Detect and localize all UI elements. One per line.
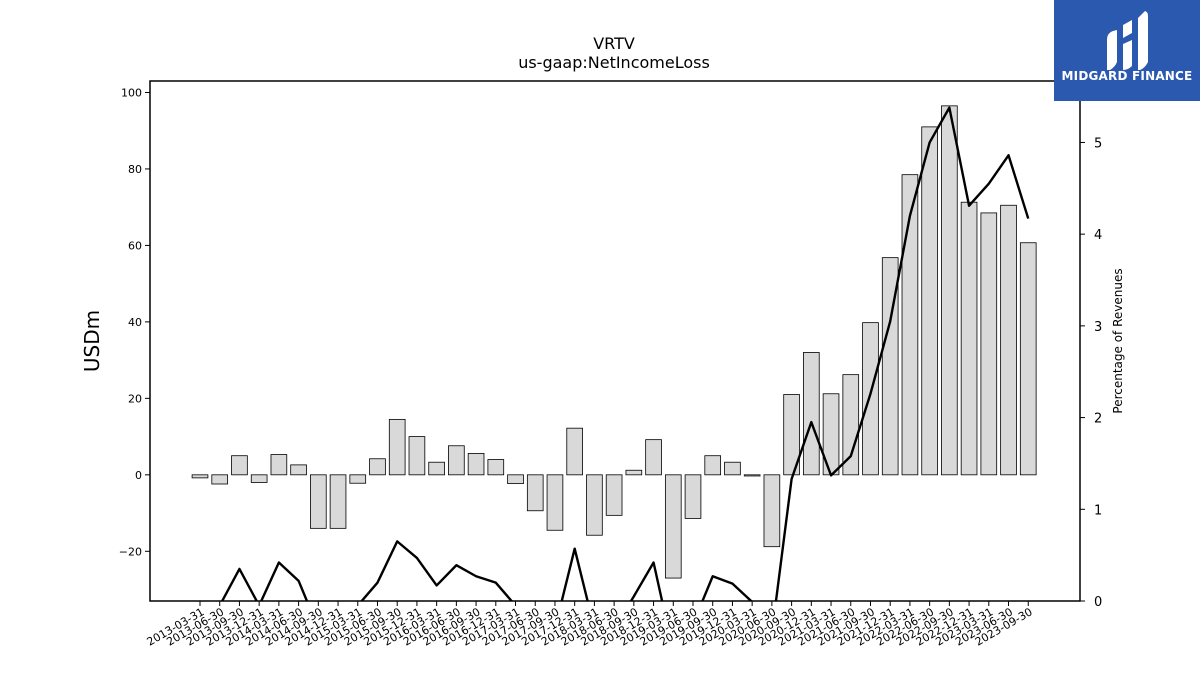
y2-tick-label: 2 [1094, 412, 1102, 427]
y-tick-label: −20 [119, 545, 142, 558]
bar [270, 454, 288, 476]
bar [625, 469, 643, 476]
bar [388, 418, 406, 476]
bar [605, 474, 623, 516]
bar [941, 105, 958, 476]
bar [428, 461, 445, 476]
bar [684, 474, 702, 519]
bar [645, 439, 662, 476]
bar [546, 474, 564, 531]
bar [980, 212, 998, 476]
plot-frame [149, 80, 1081, 602]
y-axis-label: USDm [80, 310, 104, 372]
bar [310, 474, 327, 529]
bar [526, 474, 544, 512]
bar [862, 322, 879, 476]
brand-logo: MIDGARD FINANCE [1054, 0, 1200, 101]
percentage-line [220, 106, 1030, 601]
bar [211, 474, 229, 485]
chart-title: VRTV [593, 34, 635, 53]
bar [191, 474, 209, 479]
y-tick-label: 60 [128, 239, 142, 252]
y2-tick-label: 4 [1094, 228, 1102, 243]
y2-tick-label: 3 [1094, 320, 1102, 335]
bar [231, 455, 248, 476]
y-tick-label: 40 [128, 316, 142, 329]
bar [783, 394, 800, 476]
y2-tick-label: 5 [1094, 136, 1102, 151]
bar [487, 459, 505, 476]
bar [586, 474, 603, 536]
bar [408, 436, 426, 476]
bar [507, 474, 524, 485]
bar [467, 453, 485, 476]
y-tick-label: 80 [128, 163, 142, 176]
y-tick-label: 100 [121, 86, 142, 99]
y-tick-label: 20 [128, 392, 142, 405]
bar [566, 427, 583, 476]
bar [921, 126, 938, 476]
bar [290, 464, 307, 476]
bar [881, 257, 899, 476]
bar [704, 455, 722, 476]
bar [763, 474, 781, 548]
logo-text: MIDGARD FINANCE [1061, 69, 1193, 83]
bar [724, 461, 741, 476]
y2-axis-label: Percentage of Revenues [1111, 268, 1125, 413]
y-tick-label: 0 [135, 469, 142, 482]
bar [349, 474, 367, 484]
bar [664, 474, 682, 579]
bar [369, 458, 386, 476]
bar [901, 174, 919, 476]
bar [743, 474, 761, 477]
bar [1000, 204, 1017, 476]
bar [803, 352, 820, 476]
bar [1019, 242, 1037, 476]
bar [842, 374, 860, 476]
bar [960, 201, 978, 476]
chart-subtitle: us-gaap:NetIncomeLoss [518, 53, 710, 72]
bar [448, 445, 465, 476]
bar [329, 474, 347, 529]
midgard-logo-icon [1107, 11, 1148, 70]
y2-tick-label: 0 [1094, 595, 1102, 610]
bar [250, 474, 268, 483]
y2-tick-label: 1 [1094, 503, 1102, 518]
